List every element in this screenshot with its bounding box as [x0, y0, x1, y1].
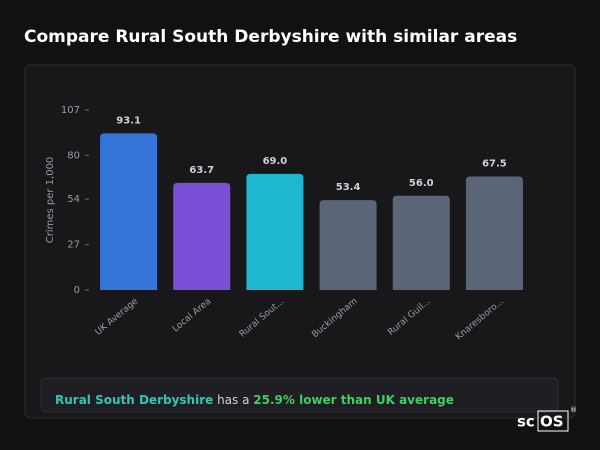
- y-tick-label: 107: [61, 105, 80, 116]
- bar: [465, 176, 523, 290]
- value-label: 63.7: [189, 165, 214, 176]
- summary-text: has a: [213, 393, 253, 407]
- y-axis-label: Crimes per 1,000: [45, 157, 56, 244]
- bar: [319, 200, 377, 290]
- y-tick-label: 80: [67, 150, 80, 161]
- value-label: 69.0: [263, 156, 288, 167]
- value-label: 67.5: [482, 158, 507, 169]
- y-tick-label: 54: [67, 194, 80, 205]
- y-tick-label: 0: [74, 285, 80, 296]
- value-label: 93.1: [116, 115, 141, 126]
- summary-highlight: 25.9% lower than UK average: [253, 393, 454, 407]
- brand-box: [537, 410, 569, 432]
- brand-sc: sc: [517, 413, 535, 431]
- y-tick-label: 27: [67, 240, 80, 251]
- summary-box: [40, 377, 559, 413]
- bar: [246, 173, 304, 290]
- value-label: 53.4: [336, 182, 361, 193]
- chart-title: Compare Rural South Derbyshire with simi…: [24, 27, 517, 47]
- bar: [173, 182, 231, 290]
- summary: Rural South Derbyshire has a 25.9% lower…: [55, 393, 454, 407]
- brand-os: OS: [540, 413, 564, 431]
- value-label: 56.0: [409, 178, 434, 189]
- bar: [392, 195, 450, 290]
- bar: [100, 133, 158, 290]
- brand-mark: ®: [570, 406, 577, 414]
- summary-area: Rural South Derbyshire: [55, 393, 213, 407]
